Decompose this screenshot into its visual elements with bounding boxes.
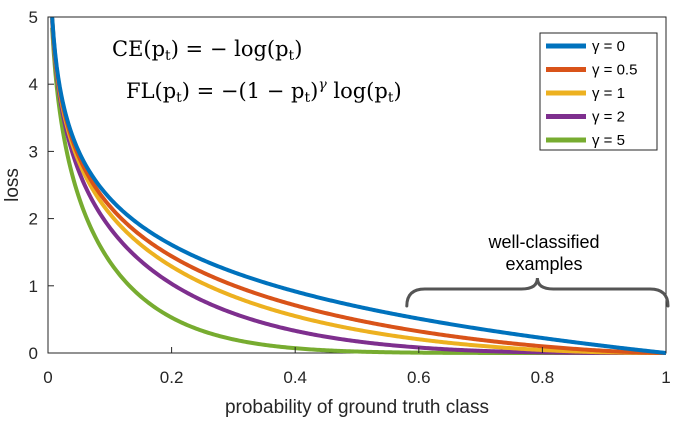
legend-label: γ = 1 [592,85,625,102]
x-tick-label: 0.2 [160,368,184,387]
series-line [50,17,667,355]
x-axis-label: probability of ground truth class [225,397,489,418]
y-tick-label: 3 [29,142,38,161]
well-classified-annotation: well-classified examples [405,232,670,308]
x-tick-label: 1 [661,368,670,387]
legend: γ = 0 γ = 0.5 γ = 1 γ = 2 γ = 5 [539,32,658,151]
formula-fl: FL(pt) = −(1 − pt)γ log(pt) [126,77,402,106]
formulas: CE(pt) = − log(pt) FL(pt) = −(1 − pt)γ l… [112,37,402,106]
y-tick-label: 4 [29,75,38,94]
y-tick-label: 1 [29,277,38,296]
x-tick-label: 0 [43,368,52,387]
legend-label: γ = 0 [592,38,625,55]
annotation-line2: examples [505,254,582,274]
plot-area: 0 0.2 0.4 0.6 0.8 1 0 1 2 3 4 5 [29,8,671,387]
x-tick-label: 0.6 [407,368,431,387]
y-axis-label: loss [2,168,23,202]
y-tick-label: 2 [29,210,38,229]
x-tick-label: 0.8 [531,368,555,387]
legend-items: γ = 0 γ = 0.5 γ = 1 γ = 2 γ = 5 [546,38,637,149]
legend-label: γ = 5 [592,132,625,149]
x-tick-label: 0.4 [283,368,307,387]
y-tick-label: 0 [29,344,38,363]
formula-ce: CE(pt) = − log(pt) [112,37,302,64]
y-tick-label: 5 [29,8,38,27]
x-axis-ticks: 0 0.2 0.4 0.6 0.8 1 [43,347,671,387]
series-line [50,16,667,355]
series-group [50,16,667,355]
legend-label: γ = 2 [592,109,625,126]
legend-label: γ = 0.5 [592,62,637,79]
y-axis-ticks: 0 1 2 3 4 5 [29,8,54,363]
annotation-line1: well-classified [487,232,599,252]
series-line [50,18,667,355]
curly-bracket [405,277,670,308]
